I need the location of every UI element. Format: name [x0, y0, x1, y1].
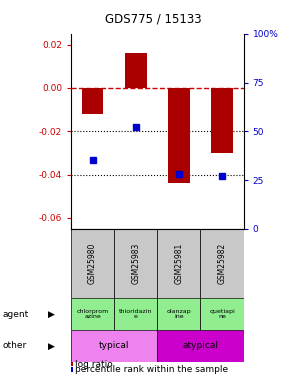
- Bar: [200, 298, 244, 330]
- Bar: [157, 298, 200, 330]
- Text: GSM25980: GSM25980: [88, 243, 97, 284]
- Text: ▶: ▶: [48, 310, 55, 319]
- Bar: [71, 330, 157, 362]
- Text: ▶: ▶: [48, 341, 55, 350]
- Text: GSM25981: GSM25981: [174, 243, 183, 284]
- Text: typical: typical: [99, 341, 129, 350]
- Text: GDS775 / 15133: GDS775 / 15133: [105, 12, 202, 25]
- Text: GSM25983: GSM25983: [131, 243, 140, 284]
- Bar: [211, 88, 233, 153]
- Bar: [114, 229, 157, 298]
- Text: log ratio: log ratio: [75, 360, 112, 369]
- Text: chlorprom
azine: chlorprom azine: [77, 309, 109, 320]
- Bar: [157, 229, 200, 298]
- Bar: [125, 53, 146, 88]
- Text: quetiapi
ne: quetiapi ne: [209, 309, 235, 320]
- Text: olanzap
ine: olanzap ine: [166, 309, 191, 320]
- Text: agent: agent: [3, 310, 29, 319]
- Bar: [200, 229, 244, 298]
- Bar: [71, 298, 114, 330]
- Bar: [114, 298, 157, 330]
- Bar: [157, 330, 244, 362]
- Bar: [71, 229, 114, 298]
- Text: atypical: atypical: [182, 341, 218, 350]
- Text: percentile rank within the sample: percentile rank within the sample: [75, 365, 228, 374]
- Text: GSM25982: GSM25982: [218, 243, 226, 284]
- Bar: [82, 88, 104, 114]
- Bar: [168, 88, 190, 183]
- Text: thioridazin
e: thioridazin e: [119, 309, 153, 320]
- Text: other: other: [3, 341, 27, 350]
